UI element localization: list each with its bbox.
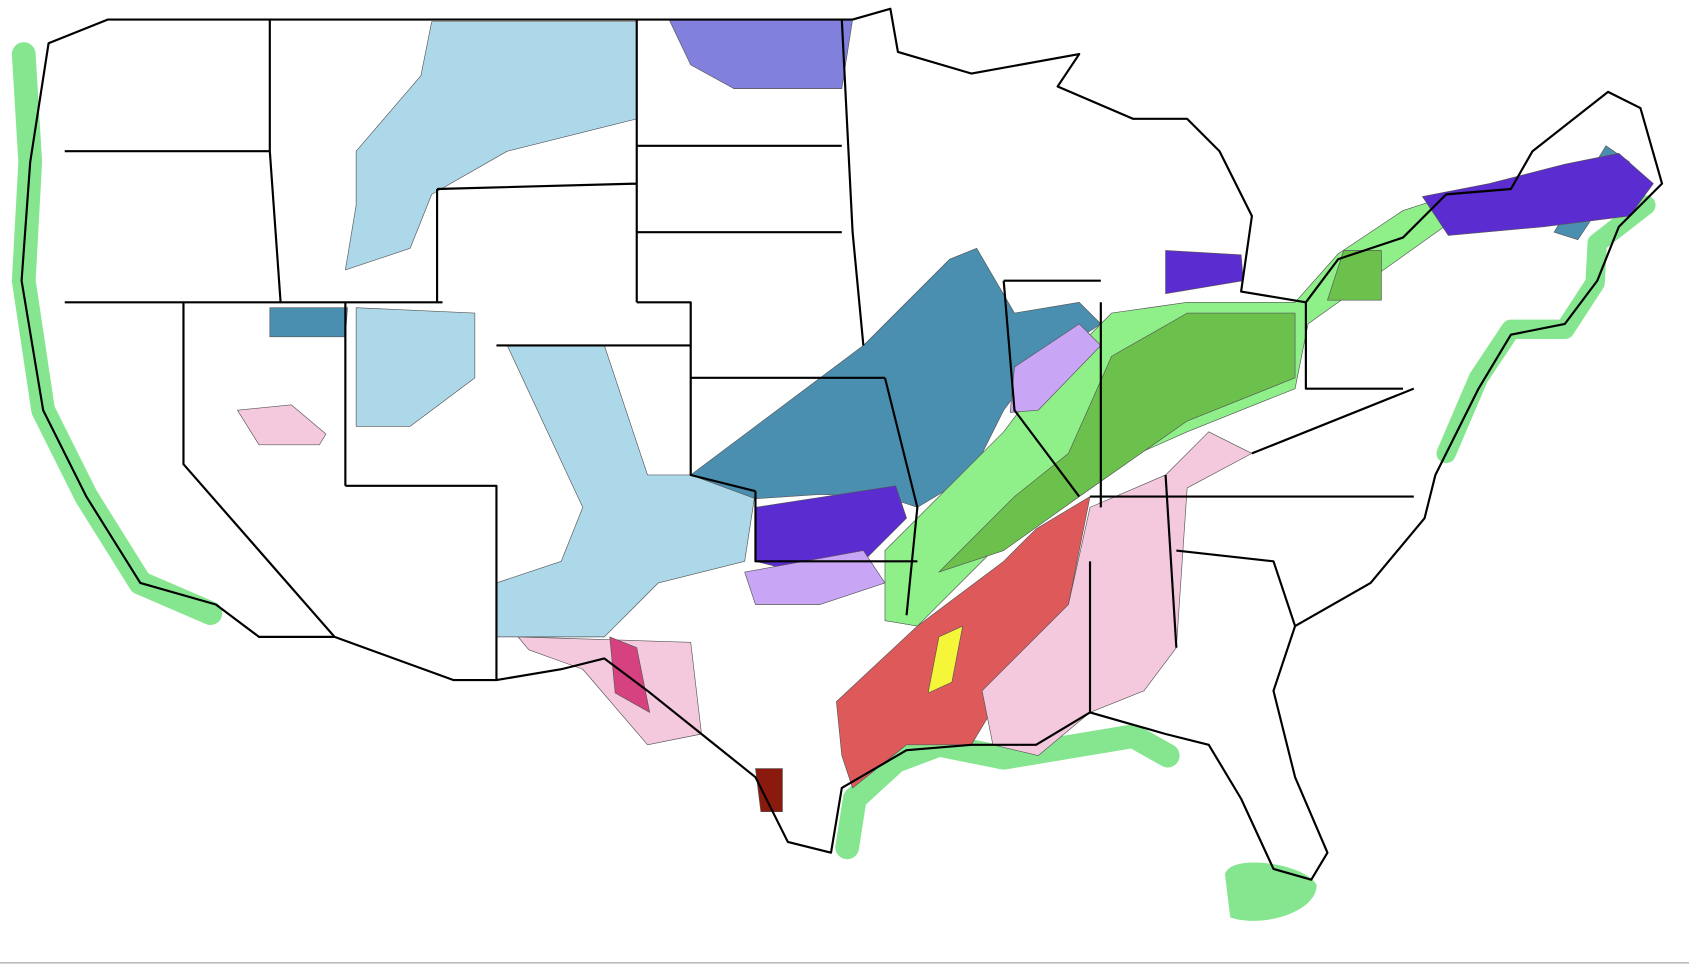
east-coast-zone xyxy=(1436,195,1656,464)
gulf-coast-zone xyxy=(835,724,1180,860)
florida-keys-zone xyxy=(1224,862,1317,921)
ice-area xyxy=(1009,323,1102,413)
alert-areas xyxy=(237,19,1654,813)
borders xyxy=(20,7,1664,881)
winter-area xyxy=(496,345,756,638)
warning-area xyxy=(609,636,651,713)
storm-area xyxy=(269,307,348,338)
flood-warning-area xyxy=(1327,250,1382,301)
watch-area xyxy=(517,636,702,746)
ice-area xyxy=(744,550,886,605)
watch-area xyxy=(237,404,327,446)
watch-area xyxy=(981,431,1253,756)
flood-warning-area xyxy=(938,312,1296,573)
winter-area xyxy=(355,307,476,427)
warning-area xyxy=(755,768,783,813)
blizzard-area xyxy=(1422,153,1654,236)
state-borders xyxy=(64,19,1415,713)
warning-area xyxy=(927,625,963,694)
